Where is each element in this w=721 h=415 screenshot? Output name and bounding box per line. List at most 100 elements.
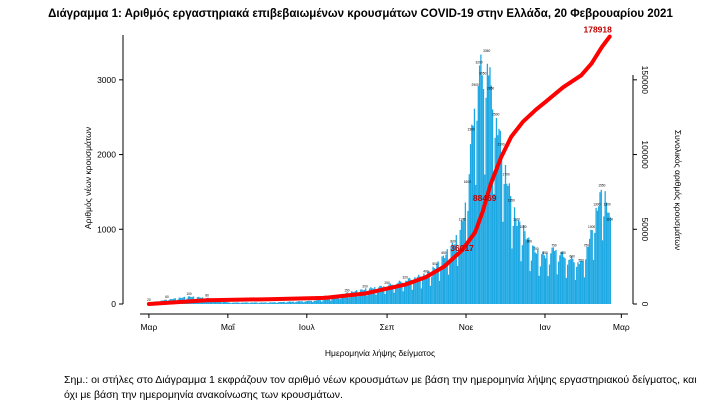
bar [550,253,552,304]
bar [330,300,332,304]
bar [544,258,547,304]
bar [526,238,529,304]
bar [425,275,428,304]
bar [554,251,556,304]
bar [506,183,508,304]
bar [308,300,310,304]
bar-value-label: 700 [533,247,539,251]
bar [297,301,300,304]
bar-value-label: 320 [403,276,409,280]
bar [253,302,256,304]
bar [258,302,261,304]
bar [491,109,494,304]
chart-title: Διάγραμμα 1: Αριθμός εργαστηριακά επιβεβ… [48,8,673,20]
bar [556,274,558,304]
bar [238,302,240,304]
bar [389,283,391,304]
bar [401,282,403,304]
bar [440,270,442,304]
bar [378,287,380,304]
bar [384,293,386,304]
bar [366,295,368,304]
bar [561,251,564,304]
bar [319,300,322,304]
bar [317,299,319,304]
bar [557,261,560,304]
bar [252,302,254,304]
bar [423,273,425,304]
bar [524,231,526,304]
bar-value-label: 1550 [598,184,605,188]
bar [590,229,592,304]
bar [432,266,434,304]
bar-value-label: 1300 [593,202,600,206]
bar [390,284,393,304]
bar [345,292,347,304]
bar-value-label: 1700 [503,173,510,177]
bar [583,277,586,304]
bar [437,261,439,304]
bar [301,301,303,304]
bar [529,271,531,304]
bar [212,301,214,304]
bar [578,264,580,304]
bar [247,302,249,304]
bar [392,284,394,304]
bar [560,252,562,304]
bar [264,302,266,304]
bar [231,302,234,304]
bar [279,301,281,304]
bar [370,287,372,304]
bar [261,302,263,304]
bar-value-label: 800 [527,240,533,244]
bar [552,247,555,304]
bar [598,206,600,304]
bar [314,300,316,304]
bar [530,260,533,304]
bar [311,302,314,304]
bar [335,296,337,304]
bar [273,302,275,304]
bar [352,291,354,304]
y-axis-title: Αριθμός νέων κρουσμάτων [83,127,93,229]
bar [287,301,289,304]
bar [563,256,565,304]
x-tick-label: Ιουλ [299,322,316,332]
bar [387,286,389,304]
bar [233,302,235,304]
y2-tick-label: 100000 [640,140,650,169]
bar [445,254,447,304]
bar-value-label: 550 [579,258,585,262]
bar [517,220,520,304]
bar [577,262,579,304]
bar [379,285,381,304]
bar [402,291,404,304]
cumulative-series: 178918 88469 36017 [146,25,612,306]
bar [498,128,500,304]
bar [579,260,582,304]
bar [513,207,516,304]
bar [225,301,227,304]
bar [555,249,557,304]
bar [346,292,349,304]
bar [410,279,412,304]
bar [456,265,459,304]
bar [519,221,521,304]
bar [236,302,239,304]
bar [568,259,570,304]
bar [292,301,294,304]
bar [419,276,421,304]
y2-tick-label: 0 [640,302,650,307]
bar [235,302,237,304]
y2-axis-title: Συνολικός αριθμός κρουσμάτων [673,130,683,250]
bar-value-label: 750 [551,244,557,248]
bar [539,266,542,304]
bar-value-label: 80 [205,294,209,298]
bar [397,282,399,304]
bar-value-label: 400 [423,270,429,274]
bar [510,196,512,304]
bar [478,65,481,305]
bar [362,290,364,304]
bar [520,261,522,304]
